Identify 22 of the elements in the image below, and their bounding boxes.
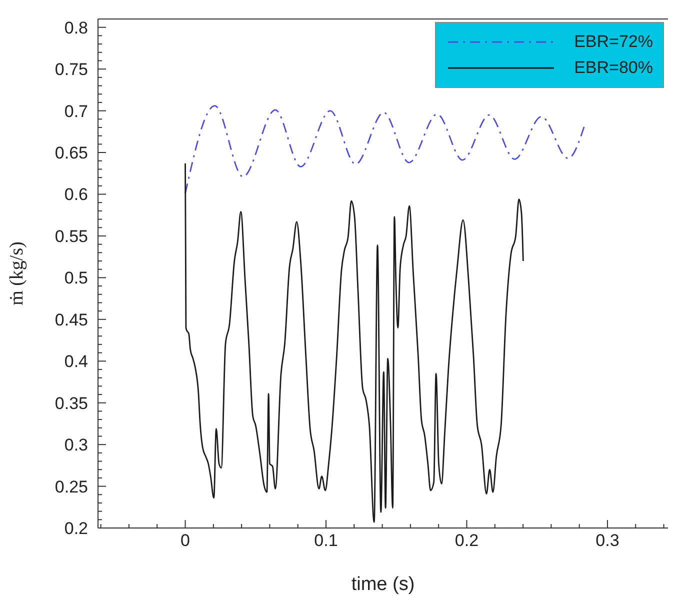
- y-tick-label: 0.2: [64, 519, 88, 538]
- y-tick-label: 0.5: [64, 268, 88, 288]
- y-tick-label: 0.7: [64, 102, 88, 121]
- line-series: [184, 105, 586, 194]
- y-tick-label: 0.35: [54, 394, 88, 413]
- x-tick-label: 0.2: [454, 531, 479, 550]
- y-tick-label: 0.55: [54, 226, 88, 246]
- y-axis-title: ṁ (kg/s): [6, 242, 28, 306]
- y-tick-label: 0.4: [64, 352, 88, 372]
- x-tick-label: 0.3: [596, 531, 620, 550]
- x-axis-title: time (s): [351, 574, 415, 595]
- y-tick-label: 0.8: [64, 18, 88, 38]
- legend-panel: EBR=72% EBR=80%: [435, 22, 664, 88]
- y-tick-label: 0.65: [54, 144, 88, 163]
- y-tick-label: 0.25: [54, 477, 88, 496]
- y-tick-label: 0.45: [54, 310, 88, 330]
- x-tick-label: 0: [180, 531, 190, 550]
- x-tick-label: 0.1: [314, 531, 338, 550]
- y-tick-label: 0.75: [54, 60, 88, 80]
- y-tick-label: 0.3: [64, 436, 88, 455]
- y-tick-label: 0.6: [64, 185, 88, 204]
- line-series: [184, 162, 524, 523]
